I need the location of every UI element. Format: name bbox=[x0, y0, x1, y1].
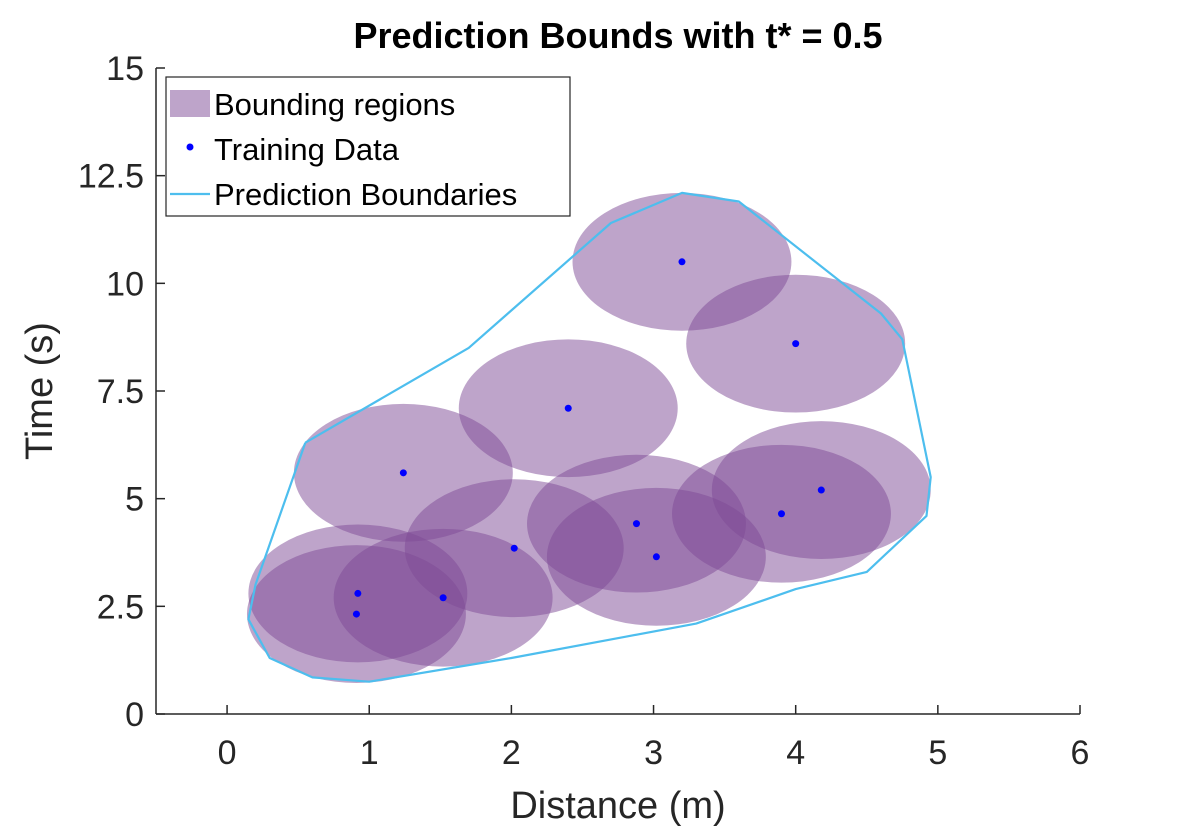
legend-label-regions: Bounding regions bbox=[214, 87, 455, 122]
legend-box bbox=[165, 76, 571, 217]
training-data-point bbox=[777, 510, 785, 518]
x-tick-label: 5 bbox=[928, 734, 947, 772]
bounding-regions bbox=[246, 192, 931, 683]
y-tick-label: 15 bbox=[106, 50, 144, 88]
training-data-point bbox=[652, 553, 660, 561]
legend-region-swatch bbox=[170, 90, 210, 117]
x-tick-label: 0 bbox=[218, 734, 237, 772]
training-data-point bbox=[632, 520, 640, 528]
y-axis-ticks: 0 2.5 5 7.5 10 12.5 15 bbox=[78, 50, 165, 734]
training-data-point bbox=[352, 610, 360, 618]
legend: Bounding regions Training Data Predictio… bbox=[165, 76, 571, 217]
y-axis-title: Time (s) bbox=[19, 322, 61, 460]
x-tick-label: 2 bbox=[502, 734, 521, 772]
training-data-point bbox=[354, 589, 362, 597]
legend-label-boundaries: Prediction Boundaries bbox=[214, 177, 517, 212]
x-axis-title: Distance (m) bbox=[510, 785, 725, 827]
y-tick-label: 0 bbox=[125, 696, 144, 734]
legend-label-training: Training Data bbox=[214, 132, 400, 167]
chart-title: Prediction Bounds with t* = 0.5 bbox=[353, 15, 882, 56]
x-tick-label: 4 bbox=[786, 734, 805, 772]
training-data-point bbox=[678, 258, 686, 266]
y-tick-label: 7.5 bbox=[97, 373, 144, 411]
training-data-points bbox=[352, 258, 825, 618]
training-data-point bbox=[439, 594, 447, 602]
x-tick-label: 1 bbox=[360, 734, 379, 772]
prediction-boundary-line bbox=[247, 191, 932, 683]
training-data-point bbox=[399, 469, 407, 477]
y-tick-label: 10 bbox=[106, 265, 144, 303]
y-tick-label: 5 bbox=[125, 481, 144, 519]
y-tick-label: 2.5 bbox=[97, 588, 144, 626]
training-data-point bbox=[792, 340, 800, 348]
training-data-point bbox=[817, 486, 825, 494]
training-data-point bbox=[510, 544, 518, 552]
x-tick-label: 3 bbox=[644, 734, 663, 772]
y-tick-label: 12.5 bbox=[78, 158, 144, 196]
training-data-point bbox=[564, 404, 572, 412]
legend-data-marker bbox=[186, 143, 194, 151]
x-axis-ticks: 0 1 2 3 4 5 6 bbox=[218, 705, 1090, 772]
x-tick-label: 6 bbox=[1071, 734, 1090, 772]
